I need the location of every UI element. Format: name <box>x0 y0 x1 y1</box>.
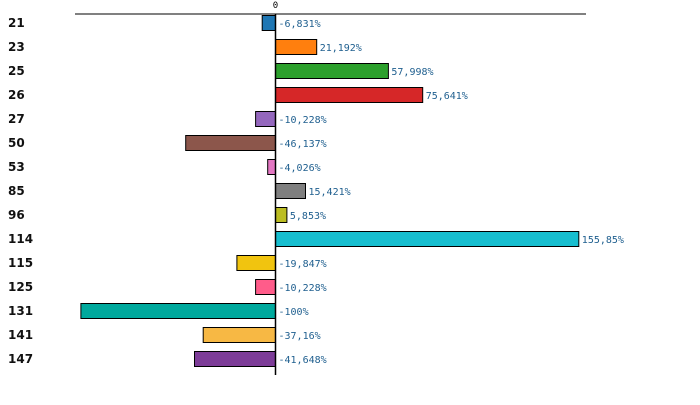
value-label-131: -100% <box>279 307 309 318</box>
zero-tick-label: 0 <box>273 1 278 11</box>
bar-23 <box>275 39 318 55</box>
category-label-25: 25 <box>8 64 25 78</box>
bar-25 <box>275 63 389 79</box>
bar-131 <box>80 303 277 319</box>
value-label-50: -46,137% <box>279 139 327 150</box>
category-label-131: 131 <box>8 304 33 318</box>
category-label-147: 147 <box>8 352 33 366</box>
value-label-114: 155,85% <box>582 235 624 246</box>
category-label-50: 50 <box>8 136 25 150</box>
category-label-96: 96 <box>8 208 25 222</box>
bar-96 <box>275 207 288 223</box>
bar-85 <box>275 183 306 199</box>
category-label-21: 21 <box>8 16 25 30</box>
value-label-21: -6,831% <box>279 19 321 30</box>
category-label-27: 27 <box>8 112 25 126</box>
value-label-147: -41,648% <box>279 355 327 366</box>
bar-50 <box>185 135 276 151</box>
bar-53 <box>267 159 277 175</box>
value-label-96: 5,853% <box>290 211 326 222</box>
bar-21 <box>261 15 277 31</box>
value-label-53: -4,026% <box>279 163 321 174</box>
value-label-25: 57,998% <box>391 67 433 78</box>
value-label-115: -19,847% <box>279 259 327 270</box>
category-label-114: 114 <box>8 232 33 246</box>
value-label-85: 15,421% <box>309 187 351 198</box>
bar-125 <box>255 279 277 295</box>
value-label-26: 75,641% <box>426 91 468 102</box>
bar-141 <box>202 327 276 343</box>
category-label-141: 141 <box>8 328 33 342</box>
bar-114 <box>275 231 580 247</box>
value-label-23: 21,192% <box>320 43 362 54</box>
category-label-125: 125 <box>8 280 33 294</box>
value-label-27: -10,228% <box>279 115 327 126</box>
bar-147 <box>194 351 276 367</box>
category-label-115: 115 <box>8 256 33 270</box>
bar-27 <box>255 111 277 127</box>
value-label-125: -10,228% <box>279 283 327 294</box>
value-label-141: -37,16% <box>279 331 321 342</box>
category-label-85: 85 <box>8 184 25 198</box>
category-label-26: 26 <box>8 88 25 102</box>
bar-26 <box>275 87 424 103</box>
category-label-23: 23 <box>8 40 25 54</box>
category-label-53: 53 <box>8 160 25 174</box>
bar-115 <box>236 255 276 271</box>
